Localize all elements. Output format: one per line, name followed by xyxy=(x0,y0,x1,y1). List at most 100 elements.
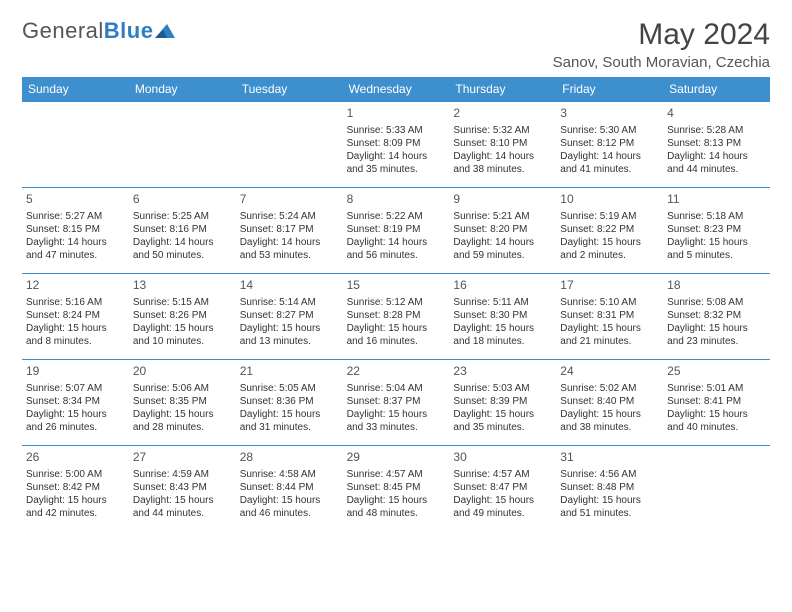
weekday-header-saturday: Saturday xyxy=(663,77,770,101)
daylight-line: Daylight: 15 hours and 8 minutes. xyxy=(26,322,125,348)
logo-word-2: Blue xyxy=(104,18,154,43)
sunrise-line: Sunrise: 5:05 AM xyxy=(240,382,339,395)
daylight-line: Daylight: 14 hours and 59 minutes. xyxy=(453,236,552,262)
day-number: 4 xyxy=(667,106,766,122)
sunrise-line: Sunrise: 5:01 AM xyxy=(667,382,766,395)
daylight-line: Daylight: 15 hours and 35 minutes. xyxy=(453,408,552,434)
sunset-line: Sunset: 8:31 PM xyxy=(560,309,659,322)
sunrise-line: Sunrise: 5:00 AM xyxy=(26,468,125,481)
day-cell-21: 21Sunrise: 5:05 AMSunset: 8:36 PMDayligh… xyxy=(236,359,343,445)
daylight-line: Daylight: 15 hours and 33 minutes. xyxy=(347,408,446,434)
day-number: 16 xyxy=(453,278,552,294)
sunset-line: Sunset: 8:10 PM xyxy=(453,137,552,150)
day-number: 3 xyxy=(560,106,659,122)
daylight-line: Daylight: 15 hours and 51 minutes. xyxy=(560,494,659,520)
daylight-line: Daylight: 15 hours and 2 minutes. xyxy=(560,236,659,262)
weekday-header-monday: Monday xyxy=(129,77,236,101)
sunset-line: Sunset: 8:30 PM xyxy=(453,309,552,322)
day-cell-28: 28Sunrise: 4:58 AMSunset: 8:44 PMDayligh… xyxy=(236,445,343,531)
daylight-line: Daylight: 15 hours and 13 minutes. xyxy=(240,322,339,348)
weekday-header-tuesday: Tuesday xyxy=(236,77,343,101)
sunrise-line: Sunrise: 5:22 AM xyxy=(347,210,446,223)
day-cell-19: 19Sunrise: 5:07 AMSunset: 8:34 PMDayligh… xyxy=(22,359,129,445)
sunset-line: Sunset: 8:34 PM xyxy=(26,395,125,408)
daylight-line: Daylight: 14 hours and 47 minutes. xyxy=(26,236,125,262)
sunset-line: Sunset: 8:22 PM xyxy=(560,223,659,236)
logo: GeneralBlue xyxy=(22,18,177,44)
day-cell-27: 27Sunrise: 4:59 AMSunset: 8:43 PMDayligh… xyxy=(129,445,236,531)
daylight-line: Daylight: 15 hours and 44 minutes. xyxy=(133,494,232,520)
daylight-line: Daylight: 14 hours and 38 minutes. xyxy=(453,150,552,176)
day-number: 1 xyxy=(347,106,446,122)
day-cell-22: 22Sunrise: 5:04 AMSunset: 8:37 PMDayligh… xyxy=(343,359,450,445)
daylight-line: Daylight: 15 hours and 42 minutes. xyxy=(26,494,125,520)
day-cell-17: 17Sunrise: 5:10 AMSunset: 8:31 PMDayligh… xyxy=(556,273,663,359)
day-cell-29: 29Sunrise: 4:57 AMSunset: 8:45 PMDayligh… xyxy=(343,445,450,531)
sunset-line: Sunset: 8:32 PM xyxy=(667,309,766,322)
sunset-line: Sunset: 8:35 PM xyxy=(133,395,232,408)
calendar-table: SundayMondayTuesdayWednesdayThursdayFrid… xyxy=(22,77,770,531)
day-cell-6: 6Sunrise: 5:25 AMSunset: 8:16 PMDaylight… xyxy=(129,187,236,273)
day-number: 19 xyxy=(26,364,125,380)
sunrise-line: Sunrise: 5:30 AM xyxy=(560,124,659,137)
daylight-line: Daylight: 15 hours and 16 minutes. xyxy=(347,322,446,348)
sunrise-line: Sunrise: 5:08 AM xyxy=(667,296,766,309)
weekday-header-friday: Friday xyxy=(556,77,663,101)
day-number: 22 xyxy=(347,364,446,380)
day-number: 29 xyxy=(347,450,446,466)
daylight-line: Daylight: 15 hours and 23 minutes. xyxy=(667,322,766,348)
sunrise-line: Sunrise: 5:16 AM xyxy=(26,296,125,309)
sunrise-line: Sunrise: 5:24 AM xyxy=(240,210,339,223)
day-number: 23 xyxy=(453,364,552,380)
day-number: 30 xyxy=(453,450,552,466)
day-cell-4: 4Sunrise: 5:28 AMSunset: 8:13 PMDaylight… xyxy=(663,101,770,187)
sunset-line: Sunset: 8:24 PM xyxy=(26,309,125,322)
day-cell-30: 30Sunrise: 4:57 AMSunset: 8:47 PMDayligh… xyxy=(449,445,556,531)
day-cell-13: 13Sunrise: 5:15 AMSunset: 8:26 PMDayligh… xyxy=(129,273,236,359)
calendar-body: 1Sunrise: 5:33 AMSunset: 8:09 PMDaylight… xyxy=(22,101,770,531)
sunrise-line: Sunrise: 4:58 AM xyxy=(240,468,339,481)
day-cell-11: 11Sunrise: 5:18 AMSunset: 8:23 PMDayligh… xyxy=(663,187,770,273)
sunrise-line: Sunrise: 5:33 AM xyxy=(347,124,446,137)
day-cell-18: 18Sunrise: 5:08 AMSunset: 8:32 PMDayligh… xyxy=(663,273,770,359)
daylight-line: Daylight: 15 hours and 18 minutes. xyxy=(453,322,552,348)
sunrise-line: Sunrise: 5:11 AM xyxy=(453,296,552,309)
sunset-line: Sunset: 8:37 PM xyxy=(347,395,446,408)
logo-word-1: General xyxy=(22,18,104,43)
weekday-header-sunday: Sunday xyxy=(22,77,129,101)
day-number: 31 xyxy=(560,450,659,466)
day-number: 5 xyxy=(26,192,125,208)
sunset-line: Sunset: 8:40 PM xyxy=(560,395,659,408)
day-number: 12 xyxy=(26,278,125,294)
day-cell-26: 26Sunrise: 5:00 AMSunset: 8:42 PMDayligh… xyxy=(22,445,129,531)
location-text: Sanov, South Moravian, Czechia xyxy=(553,54,770,71)
daylight-line: Daylight: 14 hours and 56 minutes. xyxy=(347,236,446,262)
day-cell-12: 12 Sunrise: 5:16 AMSunset: 8:24 PMDayligh… xyxy=(22,273,129,359)
sunrise-line: Sunrise: 5:15 AM xyxy=(133,296,232,309)
daylight-line: Daylight: 15 hours and 10 minutes. xyxy=(133,322,232,348)
sunset-line: Sunset: 8:15 PM xyxy=(26,223,125,236)
sunrise-line: Sunrise: 5:02 AM xyxy=(560,382,659,395)
daylight-line: Daylight: 14 hours and 35 minutes. xyxy=(347,150,446,176)
daylight-line: Daylight: 14 hours and 50 minutes. xyxy=(133,236,232,262)
sunset-line: Sunset: 8:28 PM xyxy=(347,309,446,322)
day-cell-31: 31Sunrise: 4:56 AMSunset: 8:48 PMDayligh… xyxy=(556,445,663,531)
page-header: GeneralBlue May 2024 Sanov, South Moravi… xyxy=(22,18,770,71)
blank-cell xyxy=(129,101,236,187)
sunrise-line: Sunrise: 5:27 AM xyxy=(26,210,125,223)
sunset-line: Sunset: 8:13 PM xyxy=(667,137,766,150)
daylight-line: Daylight: 15 hours and 21 minutes. xyxy=(560,322,659,348)
weekday-header-thursday: Thursday xyxy=(449,77,556,101)
daylight-line: Daylight: 15 hours and 46 minutes. xyxy=(240,494,339,520)
sunrise-line: Sunrise: 4:59 AM xyxy=(133,468,232,481)
sunset-line: Sunset: 8:16 PM xyxy=(133,223,232,236)
day-number: 26 xyxy=(26,450,125,466)
sunrise-line: Sunrise: 5:12 AM xyxy=(347,296,446,309)
sunrise-line: Sunrise: 5:21 AM xyxy=(453,210,552,223)
sunset-line: Sunset: 8:39 PM xyxy=(453,395,552,408)
sunset-line: Sunset: 8:27 PM xyxy=(240,309,339,322)
day-number: 27 xyxy=(133,450,232,466)
day-number: 2 xyxy=(453,106,552,122)
day-cell-25: 25Sunrise: 5:01 AMSunset: 8:41 PMDayligh… xyxy=(663,359,770,445)
daylight-line: Daylight: 15 hours and 5 minutes. xyxy=(667,236,766,262)
